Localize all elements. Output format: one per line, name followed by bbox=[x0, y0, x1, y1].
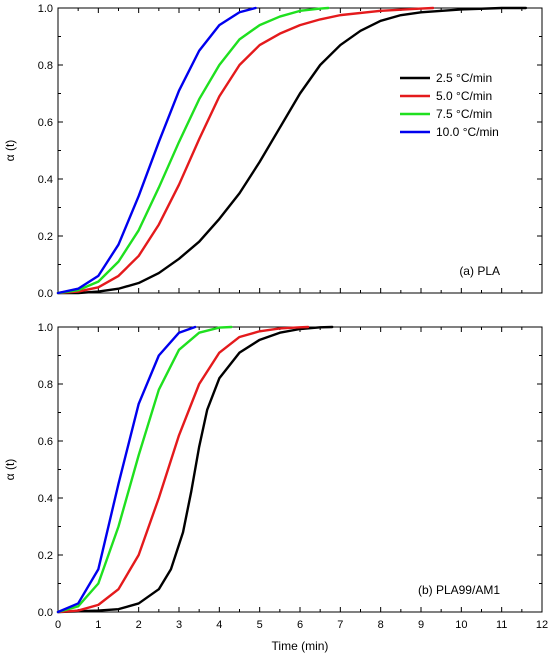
legend-label: 7.5 °C/min bbox=[436, 107, 492, 121]
series-line-2-5 bbox=[56, 6, 528, 295]
series-line-5-0 bbox=[56, 6, 435, 295]
x-tick-label: 1 bbox=[95, 619, 101, 631]
series-line-10-0 bbox=[56, 325, 197, 614]
y-tick-label: 0.8 bbox=[38, 60, 53, 72]
y-tick-label: 0.2 bbox=[38, 550, 53, 562]
x-tick-label: 6 bbox=[297, 619, 303, 631]
y-tick-label: 0.6 bbox=[38, 117, 53, 129]
legend-label: 5.0 °C/min bbox=[436, 89, 492, 103]
x-tick-label: 3 bbox=[176, 619, 182, 631]
panel-b: 0.00.20.40.60.81.00 1 2 3 4 5 6 7 8 9 10 11 12α (t)T… bbox=[3, 322, 548, 653]
y-axis-title: α (t) bbox=[3, 459, 17, 481]
series-line-10-0 bbox=[56, 6, 257, 295]
y-tick-label: 0.0 bbox=[38, 288, 53, 300]
series-line-7-5 bbox=[56, 6, 330, 295]
y-tick-label: 0.4 bbox=[38, 493, 53, 505]
x-tick-label: 10 bbox=[455, 619, 467, 631]
x-tick-label: 9 bbox=[418, 619, 424, 631]
y-axis-title: α (t) bbox=[3, 140, 17, 162]
y-tick-label: 1.0 bbox=[38, 322, 53, 334]
y-tick-label: 0.8 bbox=[38, 379, 53, 391]
x-tick-label: 2 bbox=[136, 619, 142, 631]
x-tick-label: 0 bbox=[55, 619, 61, 631]
plot-frame bbox=[57, 7, 543, 294]
panel-a: 0.0 0.2 0.4 0.6 0.8 1.0 α (t) (a) PLA 2.5 °C/min… bbox=[3, 3, 543, 300]
x-tick-label: 12 bbox=[536, 619, 548, 631]
legend-label: 2.5 °C/min bbox=[436, 71, 492, 85]
x-tick-label: 11 bbox=[496, 619, 507, 631]
legend-label: 10.0 °C/min bbox=[436, 125, 499, 139]
x-tick-label: 7 bbox=[337, 619, 343, 631]
x-tick-label: 5 bbox=[257, 619, 263, 631]
panel-label: (a) PLA bbox=[459, 264, 500, 278]
y-tick-label: 1.0 bbox=[38, 3, 53, 15]
x-axis-title: Time (min) bbox=[272, 639, 329, 653]
series-line-2-5 bbox=[56, 325, 334, 614]
series-line-7-5 bbox=[56, 325, 233, 614]
x-tick-label: 4 bbox=[216, 619, 222, 631]
y-tick-label: 0.4 bbox=[38, 174, 53, 186]
x-tick-label: 8 bbox=[378, 619, 384, 631]
y-tick-label: 0.0 bbox=[38, 607, 53, 619]
panel-label: (b) PLA99/AM1 bbox=[418, 583, 500, 597]
y-tick-label: 0.2 bbox=[38, 231, 53, 243]
series-line-5-0 bbox=[56, 325, 310, 614]
y-tick-label: 0.6 bbox=[38, 436, 53, 448]
